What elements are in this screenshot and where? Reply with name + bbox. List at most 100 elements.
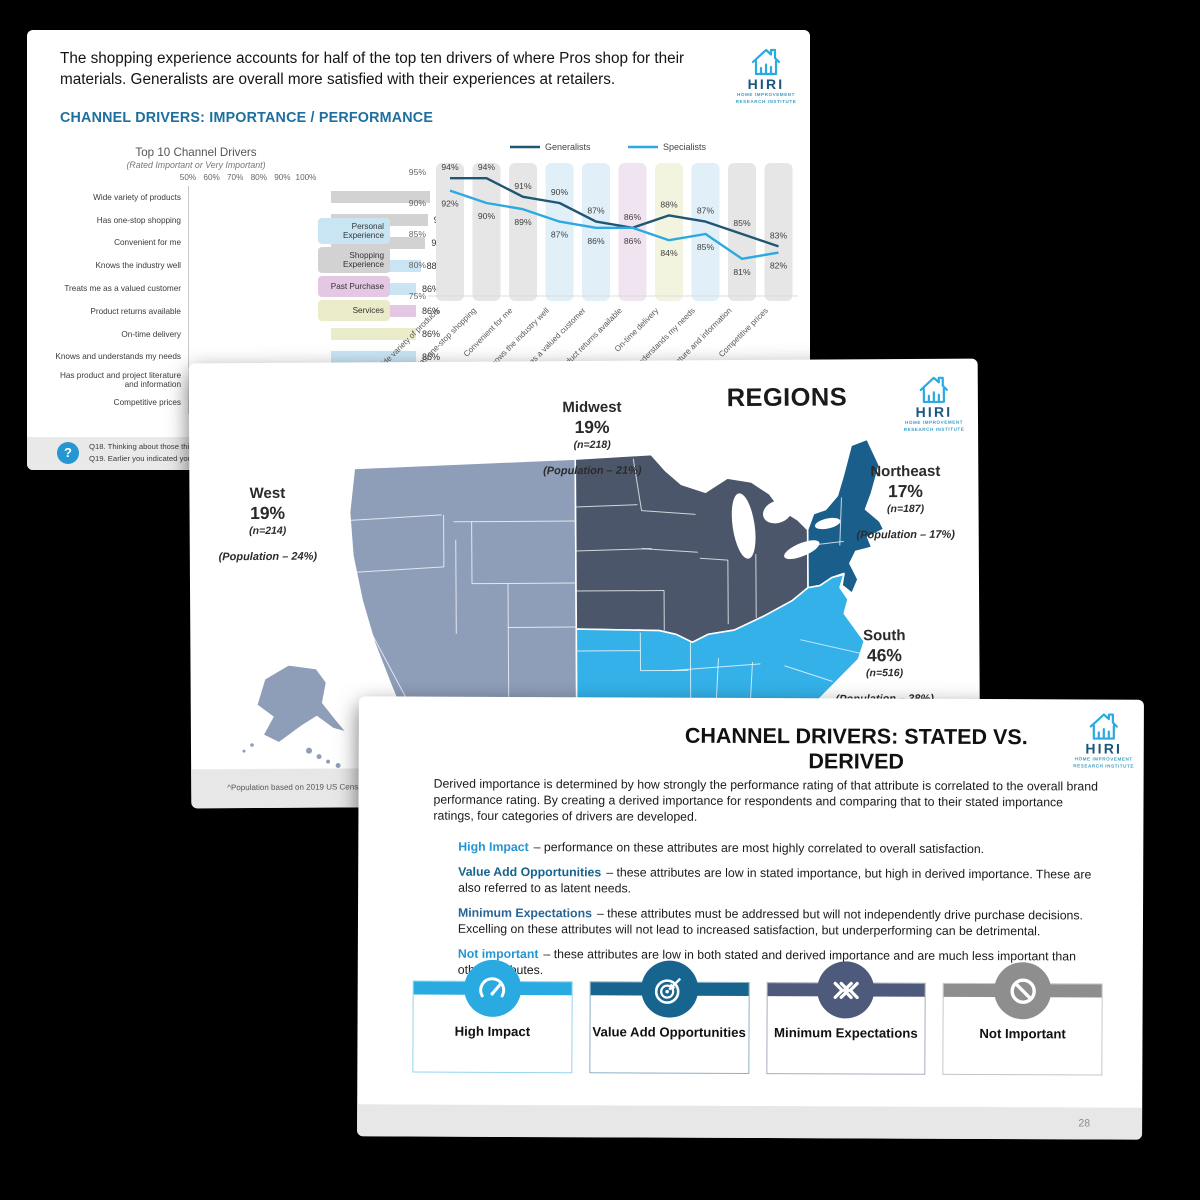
slide1-headline: The shopping experience accounts for hal… [60, 50, 685, 88]
hiri-logo: HIRI HOME IMPROVEMENT RESEARCH INSTITUTE [1071, 711, 1137, 770]
bar-value-label: 86% [421, 306, 440, 317]
generalists-data-label: 94% [478, 162, 496, 172]
driver-category-definition: Minimum Expectations – these attributes m… [458, 906, 1105, 941]
bar-value-label: 88% [426, 260, 445, 271]
region-population: (Population – 21%) [543, 464, 642, 477]
region-label-northeast: Northeast 17% (n=187) (Population – 17%) [840, 463, 970, 541]
map-region-alaska [255, 664, 348, 744]
bar-category-label: Knows the industry well [95, 261, 181, 271]
bar-axis-tick: 50% [179, 173, 197, 182]
target-icon [640, 960, 698, 1018]
category-lead: Value Add Opportunities [458, 864, 602, 880]
region-percentage: 19% [574, 416, 610, 438]
hiri-logo-tagline: RESEARCH INSTITUTE [1073, 763, 1135, 769]
bar-category-label: Treats me as a valued customer [64, 283, 181, 293]
bar-chart-subtitle: (Rated Important or Very Important) [126, 160, 266, 170]
region-sample-size: (n=214) [249, 524, 287, 537]
series-line-specialists [449, 189, 779, 261]
slide1-footnote-text: Q18. Thinking about those things that Q1… [89, 441, 217, 464]
hiri-logo-tagline: RESEARCH INSTITUTE [735, 99, 797, 105]
region-name: West [249, 484, 286, 503]
category-band [582, 163, 610, 301]
slide-channel-drivers-stated-vs-derived: CHANNEL DRIVERS: STATED VS. DERIVED HIRI… [357, 696, 1144, 1140]
bar-axis-tick: 100% [295, 173, 317, 182]
category-lead: Not important [457, 946, 539, 961]
category-band [764, 163, 793, 301]
region-label-midwest: Midwest 19% (n=218) (Population – 21%) [527, 399, 657, 477]
card-label: Value Add Opportunities [592, 1024, 746, 1040]
category-band [728, 163, 756, 301]
gauge-icon [463, 959, 522, 1017]
no-symbol-icon [994, 962, 1052, 1020]
state-borders [349, 458, 861, 731]
slide3-footer-bar: 28 [357, 1104, 1143, 1140]
region-sample-size: (n=187) [886, 502, 925, 516]
driver-category-definition: Value Add Opportunities – these attribute… [458, 865, 1105, 900]
legend-series-name: Specialists [663, 142, 707, 152]
slide2-title: REGIONS [726, 383, 848, 413]
driver-category-cards: High Impact Value Add Opportunities Minimu… [412, 959, 1103, 1076]
region-sample-size: (n=218) [573, 438, 611, 451]
legend-item: Personal Experience [318, 218, 390, 244]
hiri-house-icon [1089, 713, 1118, 740]
generalists-data-label: 87% [587, 206, 605, 216]
hiri-logo-tagline: HOME IMPROVEMENT [736, 92, 796, 98]
category-band [472, 163, 501, 301]
legend-item: Past Purchase [318, 276, 390, 297]
legend-series-name: Generalists [545, 142, 591, 152]
category-card-value-add-opportunities: Value Add Opportunities [589, 960, 750, 1074]
category-lead: Minimum Expectations [457, 905, 592, 921]
bar-axis-tick: 60% [203, 173, 220, 182]
region-label-west: West 19% (n=214) (Population – 24%) [202, 485, 332, 563]
line-chart-generalists-vs-specialists: 95% 90% 85% 80% 75% 94% 94% 91% 90% 87% 86% 88% 87% 8… [374, 142, 798, 437]
bar-category-label: Knows and understands my needs [55, 352, 181, 362]
y-axis-tick: 95% [409, 167, 427, 177]
hiri-logo-text: HIRI [747, 76, 785, 92]
generalists-data-label: 86% [624, 212, 642, 222]
region-percentage: 19% [249, 502, 286, 524]
category-card-minimum-expectations: Minimum Expectations [765, 961, 926, 1075]
category-lead: High Impact [458, 839, 529, 854]
category-band [655, 163, 683, 301]
bar-row: Knows and understands my needs 86% [45, 346, 440, 369]
bar-category-label: Wide variety of products [93, 192, 181, 202]
slide3-body: Derived importance is determined by how … [433, 777, 1106, 991]
legend-item: Services [318, 300, 390, 321]
region-percentage: 46% [866, 645, 903, 666]
specialists-data-label: 82% [770, 261, 788, 271]
category-card-not-important: Not Important [942, 962, 1103, 1076]
region-population: (Population – 24%) [218, 550, 318, 563]
bar [331, 191, 431, 204]
y-axis-tick: 90% [409, 198, 427, 208]
footnote-line: Q19. Earlier you indicated you used [ [89, 453, 216, 463]
specialists-data-label: 81% [733, 267, 751, 277]
y-axis-tick: 80% [409, 260, 427, 270]
category-card-high-impact: High Impact [412, 959, 573, 1074]
generalists-data-label: 83% [770, 230, 788, 240]
generalists-data-label: 88% [660, 199, 678, 209]
bar-value-label: 86% [421, 329, 440, 340]
converging-arrows-icon [817, 961, 875, 1019]
bar-track: 92% [188, 191, 454, 204]
specialists-data-label: 87% [551, 230, 569, 240]
specialists-data-label: 86% [587, 236, 605, 246]
region-sample-size: (n=516) [865, 666, 904, 680]
map-region-hawaii [242, 743, 341, 769]
region-name: Midwest [562, 398, 622, 417]
category-band [618, 163, 647, 301]
y-axis-tick: 85% [409, 229, 427, 239]
driver-category-definitions: High Impact – performance on these attrib… [433, 840, 1106, 982]
footnote-line: Q18. Thinking about those things that [89, 442, 217, 451]
bar-track: 86% [188, 328, 440, 341]
card-label: High Impact [454, 1023, 531, 1040]
slide3-title: CHANNEL DRIVERS: STATED VS. DERIVED [684, 723, 1028, 774]
series-line-generalists [450, 177, 779, 248]
bar-category-label: On-time delivery [121, 329, 181, 339]
generalists-data-label: 87% [697, 206, 715, 216]
bar-track: 86% [188, 350, 440, 363]
card-label: Not Important [979, 1025, 1066, 1042]
bar-row: On-time delivery 86% [45, 323, 440, 346]
region-name: South [863, 627, 906, 645]
